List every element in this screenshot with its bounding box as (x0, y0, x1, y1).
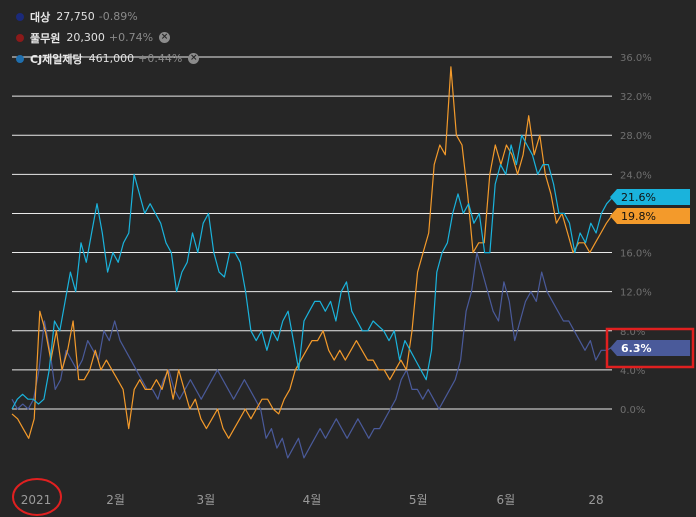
grid-lines (12, 56, 612, 410)
end-value-tag-bg (610, 189, 690, 205)
end-value-tag-bg (610, 208, 690, 224)
highlight-circle (12, 478, 62, 516)
y-tick-label: 32.0% (620, 92, 652, 103)
end-value-tag-bg (610, 340, 690, 356)
end-value-tag-label: 19.8% (621, 210, 656, 223)
y-tick-label: 36.0% (620, 53, 652, 64)
legend-color-dot (16, 33, 24, 42)
close-icon[interactable]: × (159, 32, 171, 43)
y-tick-label: 0.0% (620, 405, 645, 416)
x-tick-label: 4월 (303, 493, 322, 507)
y-axis-ticks: 36.0%32.0%28.0%24.0%20.0%16.0%12.0%8.0%4… (620, 53, 652, 416)
x-tick-label: 3월 (196, 493, 215, 507)
end-value-tag: 19.8% (610, 208, 690, 224)
legend-item[interactable]: 대상 27,750 -0.89% (16, 6, 199, 27)
series-line (11, 66, 613, 439)
y-tick-label: 16.0% (620, 249, 652, 260)
close-icon[interactable]: × (188, 53, 200, 64)
legend-color-dot (16, 12, 24, 21)
series-line (11, 134, 613, 410)
y-tick-label: 4.0% (620, 366, 645, 377)
series-line (11, 252, 613, 459)
x-tick-label: 2021 (21, 493, 52, 507)
legend-name: 풀무원 (30, 31, 61, 45)
y-tick-label: 24.0% (620, 170, 652, 181)
x-tick-label: 6월 (496, 493, 515, 507)
legend-price: 461,000 (88, 52, 135, 65)
legend-item[interactable]: 풀무원 20,300 +0.74% × (16, 27, 199, 48)
legend-color-dot (16, 54, 24, 63)
end-value-tags: 21.6% 19.8% 6.3% (610, 189, 690, 356)
legend-price: 27,750 (56, 10, 95, 23)
legend-change: +0.44% (138, 52, 183, 65)
legend: 대상 27,750 -0.89% 풀무원 20,300 +0.74% × CJ제일제당 461,… (16, 6, 200, 69)
end-value-tag-label: 21.6% (621, 191, 656, 204)
legend-change: +0.74% (108, 31, 154, 44)
y-tick-label: 8.0% (620, 327, 645, 338)
end-value-tag: 21.6% (610, 189, 690, 205)
highlight-rectangle (605, 327, 695, 369)
x-tick-label: 5월 (409, 493, 428, 507)
legend-item[interactable]: CJ제일제당 461,000 +0.44% × (16, 48, 200, 69)
legend-price: 20,300 (66, 31, 105, 44)
end-value-tag-label: 6.3% (621, 342, 652, 355)
legend-name: CJ제일제당 (30, 52, 83, 66)
legend-change: -0.89% (98, 10, 138, 23)
y-tick-label: 12.0% (620, 288, 652, 299)
x-axis-ticks: 2021 2월 3월 4월 5월 6월 28 (21, 493, 604, 507)
legend-name: 대상 (30, 10, 51, 24)
annotations (12, 327, 695, 516)
end-value-tag: 6.3% (610, 340, 690, 356)
series-lines (11, 66, 613, 459)
y-tick-label: 28.0% (620, 131, 652, 142)
x-tick-label: 2월 (106, 493, 125, 507)
x-tick-label: 28 (588, 493, 603, 507)
